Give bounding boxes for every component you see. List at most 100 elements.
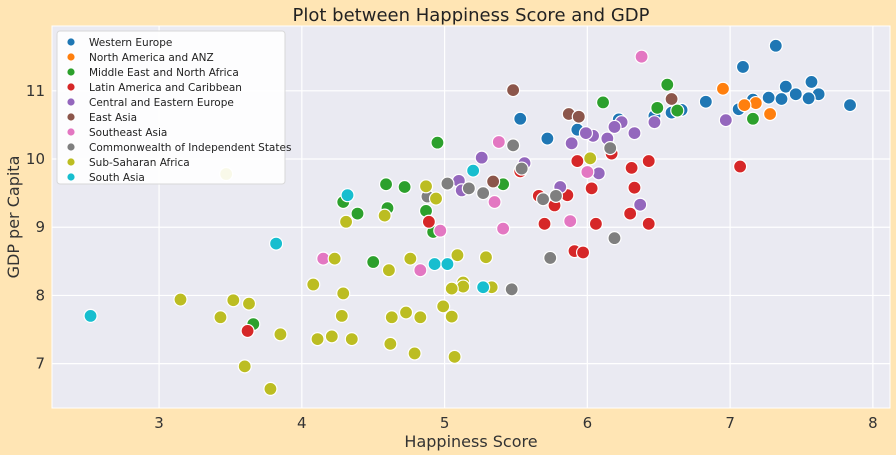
data-point [213, 310, 228, 325]
x-axis-label: Happiness Score [404, 432, 537, 451]
data-point [647, 115, 662, 130]
data-point [768, 38, 783, 53]
data-point [778, 79, 793, 94]
data-point [377, 208, 392, 223]
legend-marker [66, 67, 76, 77]
data-point [607, 231, 622, 246]
data-point [421, 214, 436, 229]
data-point [447, 349, 462, 364]
data-point [433, 223, 448, 238]
data-point [413, 263, 428, 278]
y-tick-label: 7 [35, 355, 45, 373]
x-tick-label: 4 [297, 414, 307, 432]
data-point [804, 74, 819, 90]
data-point [623, 206, 638, 221]
data-point [436, 299, 451, 314]
legend-marker [66, 157, 76, 167]
data-point [413, 310, 428, 325]
y-axis-label: GDP per Capita [4, 156, 23, 279]
data-point [476, 186, 491, 201]
data-point [428, 191, 444, 206]
data-point [340, 188, 355, 203]
data-point [571, 109, 586, 124]
data-point [537, 216, 552, 231]
data-point [383, 336, 398, 351]
legend-marker [66, 82, 76, 92]
data-point [660, 77, 675, 92]
data-point [427, 256, 442, 272]
data-point [310, 332, 325, 347]
data-point [588, 216, 604, 231]
data-point [514, 161, 529, 176]
data-point [627, 180, 642, 195]
data-point [403, 251, 418, 266]
data-point [788, 87, 803, 102]
data-point [735, 59, 751, 75]
data-point [486, 174, 501, 189]
data-point [344, 332, 359, 347]
legend-box [56, 30, 286, 185]
data-point [513, 111, 528, 126]
y-tick-label: 8 [35, 286, 45, 304]
data-point [487, 194, 502, 210]
data-point [506, 138, 521, 153]
data-point [440, 176, 455, 191]
legend-label: Middle East and North Africa [89, 67, 239, 79]
y-tick-label: 9 [35, 218, 45, 236]
x-tick-label: 3 [154, 414, 164, 432]
data-point [715, 81, 731, 96]
data-point [474, 150, 489, 165]
data-point [540, 131, 555, 146]
data-point [381, 263, 397, 278]
data-point [491, 134, 506, 150]
x-tick-label: 8 [868, 414, 878, 432]
data-point [634, 49, 649, 64]
data-point [575, 245, 591, 260]
data-point [563, 213, 578, 229]
data-point [583, 151, 598, 166]
data-point [595, 95, 611, 110]
data-point [633, 197, 648, 212]
legend-label: Western Europe [89, 37, 172, 49]
data-point [418, 179, 434, 194]
data-point [173, 292, 188, 307]
data-point [641, 216, 656, 231]
data-point [83, 308, 98, 324]
data-point [543, 250, 558, 266]
chart-title: Plot between Happiness Score and GDP [293, 5, 650, 26]
data-point [324, 329, 339, 344]
data-point [603, 141, 618, 156]
legend-label: Latin America and Caribbean [89, 82, 242, 94]
data-point [407, 346, 422, 361]
legend: Western Europe North America and ANZ Middl… [56, 30, 291, 185]
data-point [504, 282, 519, 297]
data-point [444, 309, 459, 324]
data-point [607, 119, 622, 135]
legend-label: North America and ANZ [89, 52, 214, 64]
data-point [496, 221, 511, 236]
legend-marker [66, 172, 76, 182]
data-point [578, 125, 594, 141]
legend-label: Commonwealth of Independent States [89, 142, 291, 154]
data-point [444, 281, 459, 296]
y-tick-label: 10 [26, 150, 45, 168]
data-point [478, 250, 494, 265]
legend-label: East Asia [89, 112, 137, 124]
data-point [535, 192, 551, 207]
data-point [548, 188, 564, 203]
data-point [570, 153, 585, 169]
x-tick-label: 5 [440, 414, 450, 432]
data-point [506, 83, 521, 98]
data-point [263, 381, 278, 396]
data-point [670, 103, 685, 118]
legend-label: Southeast Asia [89, 127, 167, 139]
data-point [440, 256, 455, 272]
data-point [378, 177, 394, 192]
data-point [842, 98, 858, 113]
data-point [564, 136, 579, 151]
data-point [748, 95, 763, 111]
y-tick-label: 11 [26, 82, 45, 100]
x-tick-label: 7 [725, 414, 735, 432]
data-point [456, 279, 471, 294]
